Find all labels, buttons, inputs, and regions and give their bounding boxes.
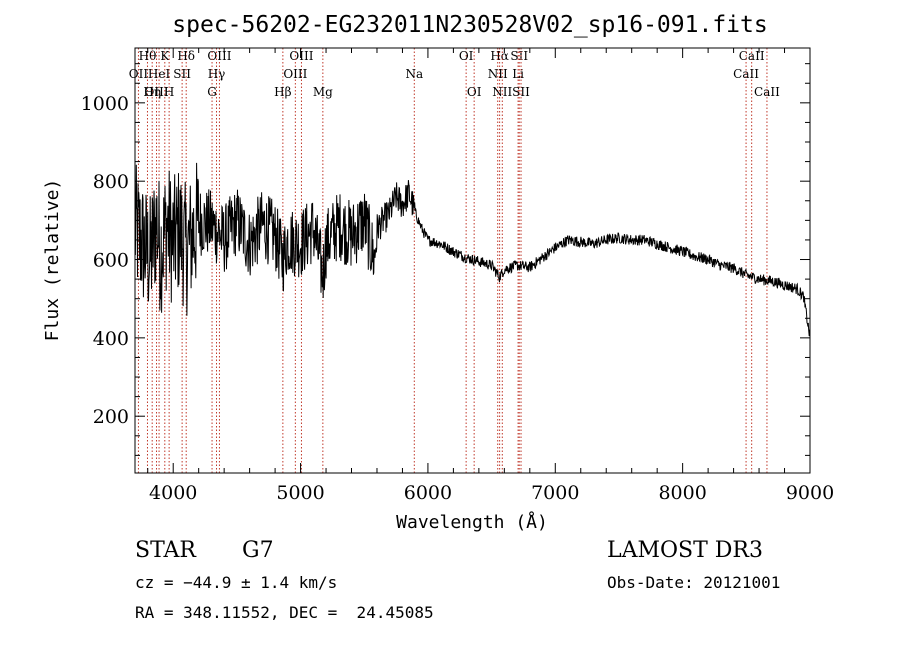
redshift-readout: cz = −44.9 ± 1.4 km/s: [135, 573, 338, 592]
spectral-line-label: SII: [512, 85, 530, 99]
axis-ticks: 4000 5000 6000 7000 8000 9000 200 400 600 800 1000: [81, 48, 834, 504]
spectral-line-label: OI: [467, 85, 482, 99]
spectral-line-label: Hγ: [208, 67, 226, 81]
spectral-line-label: OI: [459, 49, 474, 63]
spectral-line-label: OIII: [283, 67, 307, 81]
spectral-line-label: CaII: [754, 85, 780, 99]
x-tick-label: 5000: [276, 482, 324, 504]
spectral-line-label: Hα: [490, 49, 509, 63]
y-axis-label: Flux (relative): [42, 179, 63, 342]
spectral-line-label: SII: [173, 67, 191, 81]
spectral-line-label: Mg: [313, 85, 333, 99]
x-axis-label: Wavelength (Å): [396, 511, 548, 533]
spectral-line-label: H: [164, 85, 174, 99]
y-tick-label: 200: [93, 406, 129, 428]
spectral-line-label: Na: [405, 67, 423, 81]
x-tick-label: 6000: [404, 482, 452, 504]
spectral-line-label: NII: [492, 85, 512, 99]
y-tick-label: 800: [93, 171, 129, 193]
spectral-line-label: Hβ: [274, 85, 291, 99]
spectral-line-label: CaII: [733, 67, 759, 81]
object-subclass: G7: [242, 538, 274, 563]
obs-date: Obs-Date: 20121001: [607, 573, 781, 592]
plot-frame: [134, 47, 811, 474]
x-tick-label: 7000: [531, 482, 579, 504]
spectral-line-label: Hη: [143, 85, 161, 99]
y-tick-label: 600: [93, 250, 129, 272]
chart-title: spec-56202-EG232011N230528V02_sp16-091.f…: [172, 12, 767, 38]
spectral-line-label: G: [207, 85, 217, 99]
coordinates: RA = 348.11552, DEC = 24.45085: [135, 603, 434, 622]
spectral-line-label: OII: [129, 67, 149, 81]
spectral-line-label: K: [160, 49, 170, 63]
spectral-line-label: Hδ: [177, 49, 195, 63]
spectral-line-label: NII: [488, 67, 508, 81]
x-tick-label: 9000: [786, 482, 834, 504]
flux-line: [134, 162, 811, 337]
x-tick-label: 8000: [658, 482, 706, 504]
x-tick-label: 4000: [149, 482, 197, 504]
spectral-line-label: OIII: [289, 49, 313, 63]
flux-series: [134, 162, 811, 337]
spectral-line-label: Li: [512, 67, 524, 81]
y-tick-label: 400: [93, 328, 129, 350]
survey-label: LAMOST DR3: [607, 538, 763, 563]
spectral-line-label: OIII: [207, 49, 231, 63]
object-class: STAR: [135, 538, 196, 563]
y-tick-label: 1000: [81, 93, 129, 115]
spectral-line-label: OIII: [144, 85, 168, 99]
spectral-line-label: SII: [510, 49, 528, 63]
spectral-line-label: CaII: [739, 49, 765, 63]
spectral-line-label: HeI: [148, 67, 171, 81]
